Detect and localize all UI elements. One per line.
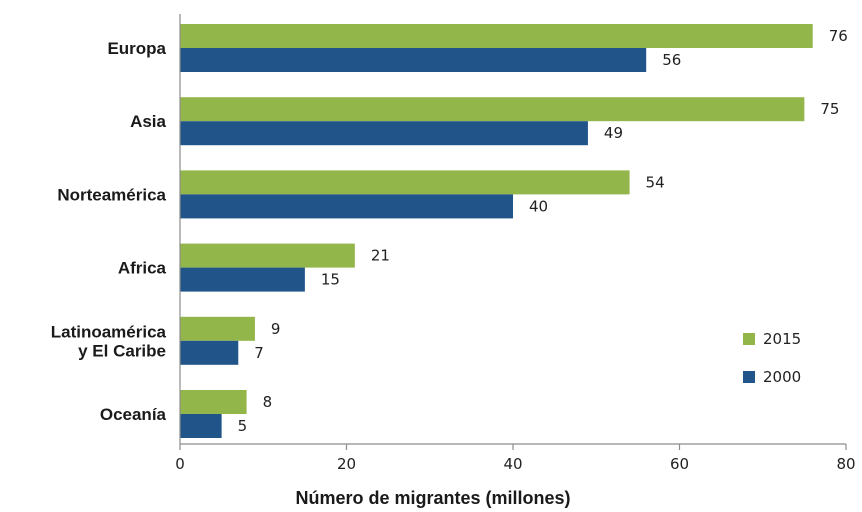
x-tick-label-4: 60 [670,455,689,473]
data-label-2000-1: 56 [662,51,681,69]
legend-swatch-2015 [743,333,755,345]
bar-2000-2 [180,121,588,146]
bar-2000-5 [180,340,239,365]
x-axis-title: Número de migrantes (millones) [295,488,570,508]
bar-2015-6 [180,390,247,414]
bar-2015-1 [180,24,813,48]
data-label-2015-1: 76 [829,27,848,45]
bar-2000-6 [180,414,222,438]
category-label-4: Africa [118,259,167,278]
bar-2015-2 [180,97,805,122]
bar-2000-1 [180,48,647,72]
bar-2015-5 [180,316,255,341]
category-label-1: Europa [107,39,166,58]
bar-2000-3 [180,194,513,219]
category-label-6: Oceanía [100,405,167,424]
legend-label-2000: 2000 [763,368,801,386]
data-label-2000-6: 5 [238,417,248,435]
category-label-2: Asia [130,112,166,131]
data-label-2015-5: 9 [271,320,281,338]
data-label-2015-6: 8 [263,393,273,411]
x-tick-label-1: 0 [175,455,185,473]
data-label-2015-4: 21 [371,247,390,265]
x-tick-label-2: 20 [337,455,356,473]
category-label-5: Latinoamérica y El Caribe [51,322,167,360]
data-label-2000-3: 40 [529,197,548,215]
x-tick-label-5: 80 [836,455,855,473]
x-tick-label-3: 40 [503,455,522,473]
data-label-2000-2: 49 [604,124,623,142]
bar-2000-4 [180,267,305,292]
bar-2015-3 [180,170,630,195]
data-label-2000-4: 15 [321,271,340,289]
data-label-2015-2: 75 [820,100,839,118]
legend: 2015 2000 [743,330,801,386]
category-label-3: Norteamérica [57,185,166,204]
legend-label-2015: 2015 [763,330,801,348]
labels-layer: 7656Europa7549Asia5440Norteamérica2115Af… [51,27,848,435]
bars-layer [180,24,813,438]
data-label-2015-3: 54 [646,173,665,191]
legend-swatch-2000 [743,371,755,383]
bar-2015-4 [180,243,355,268]
x-axis: 0 20 40 60 80 [175,14,856,473]
data-label-2000-5: 7 [254,344,264,362]
